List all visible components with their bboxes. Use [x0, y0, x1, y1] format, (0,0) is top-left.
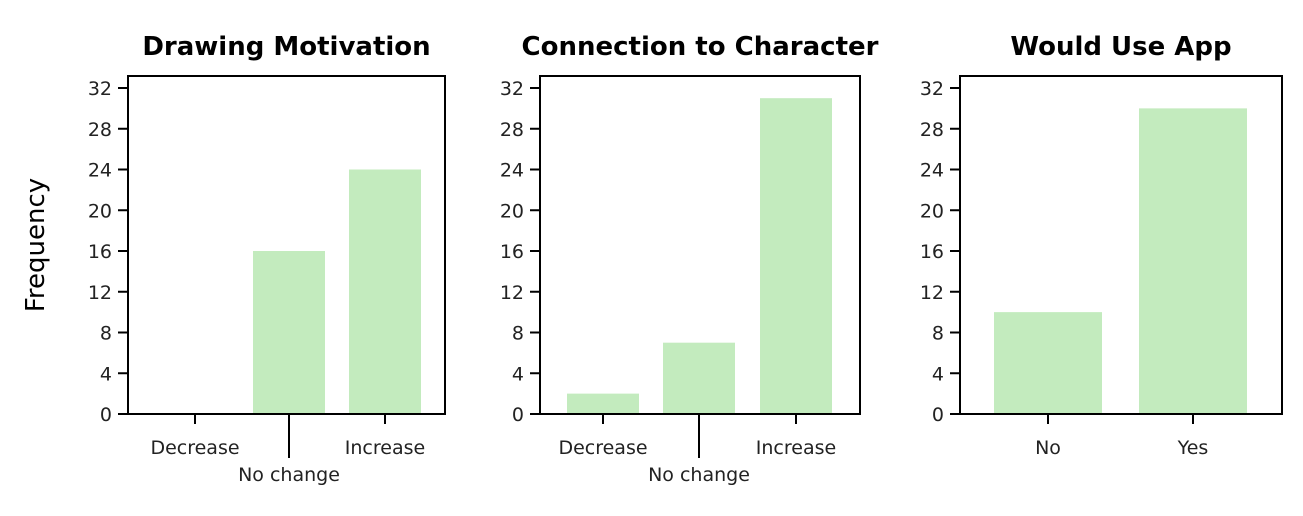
y-tick-label: 20 — [500, 200, 524, 222]
y-tick-label: 16 — [920, 241, 944, 263]
bar-yes — [1139, 108, 1247, 414]
x-tick-label: Increase — [756, 437, 836, 459]
y-tick-label: 28 — [88, 119, 112, 141]
x-tick-label: Decrease — [558, 437, 647, 459]
y-tick-label: 4 — [932, 363, 944, 385]
y-tick-label: 16 — [500, 241, 524, 263]
y-tick-label: 8 — [932, 323, 944, 345]
y-tick-label: 4 — [512, 363, 524, 385]
x-tick-label: Increase — [345, 437, 425, 459]
chart-panel-2: Connection to Character 0 4 8 12 16 20 24 28 32 De… — [500, 32, 879, 486]
chart-title: Connection to Character — [522, 32, 879, 62]
y-tick-label: 20 — [88, 200, 112, 222]
plot-frame — [959, 75, 1283, 415]
y-tick-label: 32 — [88, 78, 112, 100]
x-tick-label: Decrease — [150, 437, 239, 459]
y-tick-label: 24 — [920, 160, 944, 182]
bar-no-change — [253, 251, 325, 414]
y-axis-label: Frequency — [21, 178, 51, 312]
y-tick-label: 28 — [920, 119, 944, 141]
y-tick-label: 16 — [88, 241, 112, 263]
y-tick-label: 24 — [500, 160, 524, 182]
y-tick-label: 0 — [100, 404, 112, 426]
y-tick-label: 12 — [88, 282, 112, 304]
chart-title: Would Use App — [1010, 32, 1231, 62]
chart-panel-3: Would Use App 0 4 8 12 16 20 24 28 32 No Yes — [920, 32, 1283, 459]
y-tick-label: 8 — [512, 323, 524, 345]
y-tick-label: 0 — [512, 404, 524, 426]
y-tick-label: 12 — [500, 282, 524, 304]
y-tick-label: 8 — [100, 323, 112, 345]
bar-no-change — [663, 342, 735, 414]
chart-panel-1: Drawing Motivation 0 4 8 12 16 20 24 28 32 Decreas… — [88, 32, 446, 486]
y-tick-label: 4 — [100, 363, 112, 385]
y-tick-label: 12 — [920, 282, 944, 304]
y-tick-label: 32 — [500, 78, 524, 100]
y-tick-label: 24 — [88, 160, 112, 182]
y-tick-label: 28 — [500, 119, 524, 141]
y-tick-label: 32 — [920, 78, 944, 100]
bar-increase — [349, 169, 421, 414]
y-tick-label: 0 — [932, 404, 944, 426]
plot-frame — [127, 75, 446, 415]
x-tick-label: No — [1035, 437, 1061, 459]
bar-no — [994, 312, 1102, 414]
y-tick-label: 20 — [920, 200, 944, 222]
chart-title: Drawing Motivation — [142, 32, 430, 62]
x-tick-label: No change — [648, 464, 750, 486]
bar-increase — [760, 98, 832, 414]
x-tick-label: Yes — [1177, 437, 1209, 459]
bar-decrease — [567, 393, 639, 414]
x-tick-label: No change — [238, 464, 340, 486]
